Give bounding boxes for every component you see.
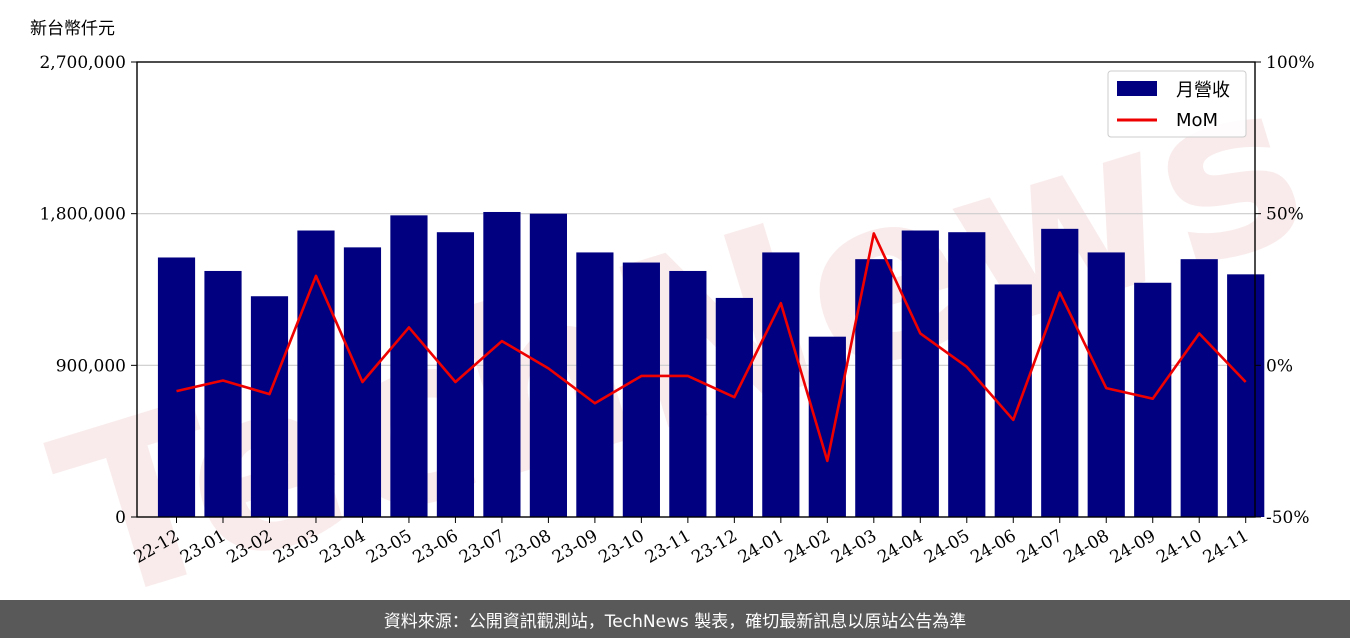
revenue-bar — [436, 232, 475, 517]
revenue-bar — [390, 215, 428, 517]
revenue-bar — [1041, 228, 1079, 518]
legend-label-mom: MoM — [1176, 110, 1218, 131]
x-tick-label: 24-08 — [1060, 526, 1112, 568]
x-tick-label: 23-09 — [549, 526, 601, 568]
x-tick-label: 24-07 — [1014, 526, 1066, 568]
chart: TechNews 0900,0001,800,0002,700,000-50%0… — [29, 19, 1331, 600]
x-tick-label: 24-04 — [874, 526, 926, 568]
legend-label-revenue: 月營收 — [1176, 80, 1230, 101]
revenue-bar — [1180, 259, 1218, 517]
revenue-bar — [808, 336, 846, 517]
x-tick-label: 24-02 — [781, 526, 833, 568]
y-left-tick-label: 1,800,000 — [39, 205, 126, 225]
legend-swatch-revenue — [1117, 81, 1157, 96]
y-right-tick-label: 50% — [1266, 205, 1304, 225]
revenue-bar — [483, 211, 521, 517]
x-tick-label: 24-06 — [967, 526, 1019, 568]
revenue-bar — [204, 270, 242, 517]
revenue-bar — [901, 230, 939, 517]
revenue-bar — [576, 252, 614, 518]
revenue-bars — [157, 211, 1265, 518]
legend: 月營收 MoM — [1107, 70, 1247, 138]
x-tick-label: 24-03 — [828, 526, 880, 568]
y-right-tick-label: 0% — [1266, 356, 1293, 376]
source-footer: 資料來源：公開資訊觀測站，TechNews 製表，確切最新訊息以原站公告為準 — [0, 600, 1350, 638]
y-right-tick-label: -50% — [1266, 508, 1310, 528]
revenue-bar — [529, 213, 567, 517]
revenue-bar — [715, 297, 753, 517]
mom-line-series — [176, 232, 1247, 463]
x-tick-label: 24-11 — [1200, 526, 1252, 568]
revenue-bar — [669, 270, 707, 517]
y-left-tick-label: 900,000 — [56, 356, 126, 376]
revenue-bar — [762, 252, 800, 518]
x-tick-label: 24-10 — [1153, 526, 1205, 568]
x-tick-label: 23-11 — [642, 526, 694, 568]
revenue-bar — [622, 262, 660, 517]
plot-frame — [136, 61, 1256, 518]
revenue-bar — [1087, 252, 1125, 518]
x-tick-label: 23-10 — [595, 526, 647, 568]
revenue-bar — [994, 284, 1032, 517]
revenue-bar — [855, 259, 893, 517]
revenue-bar — [1227, 274, 1265, 517]
source-text: 資料來源：公開資訊觀測站，TechNews 製表，確切最新訊息以原站公告為準 — [383, 611, 967, 632]
x-tick-label: 24-01 — [735, 526, 787, 568]
x-tick-label: 24-09 — [1107, 526, 1159, 568]
revenue-bar — [948, 232, 986, 517]
revenue-bar — [297, 230, 335, 517]
y-right-tick-label: 100% — [1266, 53, 1315, 73]
mom-line — [176, 232, 1247, 463]
y-left-tick-label: 0 — [115, 508, 126, 528]
y-left-tick-label: 2,700,000 — [39, 53, 126, 73]
x-tick-label: 24-05 — [921, 526, 973, 568]
y-axis-unit-label: 新台幣仟元 — [30, 19, 115, 39]
revenue-bar — [250, 296, 289, 517]
x-tick-label: 23-12 — [688, 526, 740, 568]
